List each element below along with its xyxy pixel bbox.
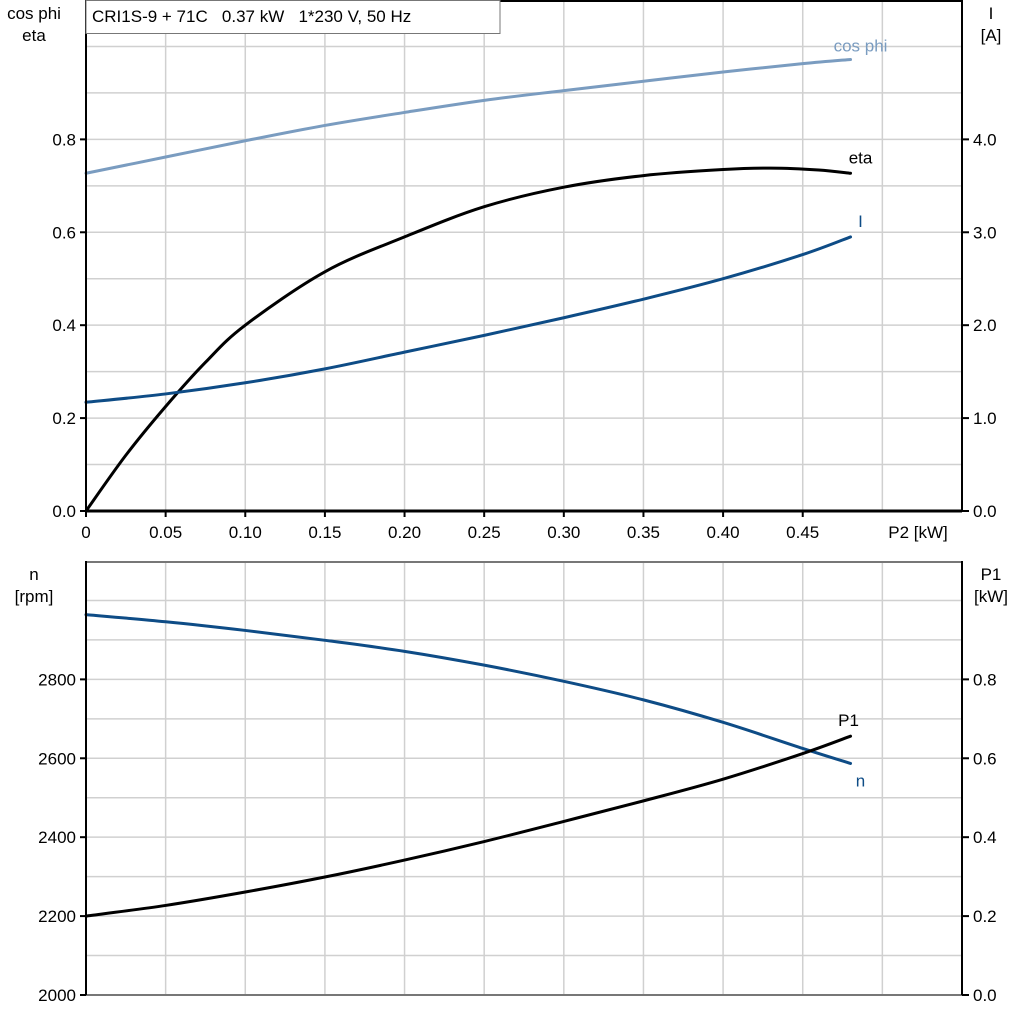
curves <box>84 57 853 918</box>
curve-i <box>84 235 853 404</box>
right-tick-label: 0.2 <box>973 907 997 926</box>
left-tick-label: 2600 <box>38 749 76 768</box>
x-tick-label: 0.35 <box>627 523 660 542</box>
series-label-p1: P1 <box>838 711 859 730</box>
chart-title: CRI1S-9 + 71C 0.37 kW 1*230 V, 50 Hz <box>92 7 411 26</box>
right-tick-label: 0.0 <box>973 502 997 521</box>
left-tick-label: 0.8 <box>52 130 76 149</box>
right-tick-label: 4.0 <box>973 130 997 149</box>
right-axis-title: [kW] <box>974 587 1008 606</box>
x-tick-label: 0.25 <box>468 523 501 542</box>
right-tick-label: 0.6 <box>973 749 997 768</box>
left-tick-label: 0.0 <box>52 502 76 521</box>
right-axis-title: P1 <box>981 565 1002 584</box>
right-axis-title: [A] <box>981 26 1002 45</box>
left-tick-label: 0.4 <box>52 316 76 335</box>
labels: 0.0 0.2 0.4 0.6 0.8 0.0 1.0 2.0 3.0 4.0 cos phi eta… <box>7 0 1008 1005</box>
x-tick-label: 0.05 <box>149 523 182 542</box>
curve-p1 <box>84 734 853 918</box>
series-label-i: I <box>858 212 863 231</box>
left-axis-title: cos phi <box>7 4 61 23</box>
x-tick-label: 0.15 <box>308 523 341 542</box>
x-tick-label: 0.20 <box>388 523 421 542</box>
x-axis-title: P2 [kW] <box>888 523 948 542</box>
curve-n <box>84 613 853 765</box>
top-chart-grid <box>86 0 962 511</box>
right-tick-label: 3.0 <box>973 223 997 242</box>
left-tick-label: 0.2 <box>52 409 76 428</box>
series-label-eta: eta <box>849 148 873 167</box>
x-tick-label: 0.45 <box>786 523 819 542</box>
x-tick-label: 0.30 <box>547 523 580 542</box>
right-tick-label: 1.0 <box>973 409 997 428</box>
x-tick-label: 0.40 <box>707 523 740 542</box>
left-tick-label: 2200 <box>38 907 76 926</box>
curve-cos-phi <box>84 57 853 175</box>
right-tick-label: 0.8 <box>973 670 997 689</box>
bottom-chart-grid <box>86 561 962 995</box>
left-tick-label: 2800 <box>38 670 76 689</box>
x-tick-label: 0.10 <box>229 523 262 542</box>
axes <box>80 0 969 996</box>
series-label-n: n <box>856 771 865 790</box>
x-tick-label: 0 <box>81 523 90 542</box>
right-tick-label: 0.0 <box>973 986 997 1005</box>
left-axis-title: eta <box>22 26 46 45</box>
right-tick-label: 2.0 <box>973 316 997 335</box>
left-tick-label: 0.6 <box>52 223 76 242</box>
left-axis-title: [rpm] <box>15 587 54 606</box>
curve-eta <box>84 166 853 513</box>
left-axis-title: n <box>29 565 38 584</box>
right-axis-title: I <box>989 4 994 23</box>
left-tick-label: 2000 <box>38 986 76 1005</box>
left-tick-label: 2400 <box>38 828 76 847</box>
right-tick-label: 0.4 <box>973 828 997 847</box>
series-label-cos-phi: cos phi <box>834 36 888 55</box>
title-box <box>85 0 501 34</box>
